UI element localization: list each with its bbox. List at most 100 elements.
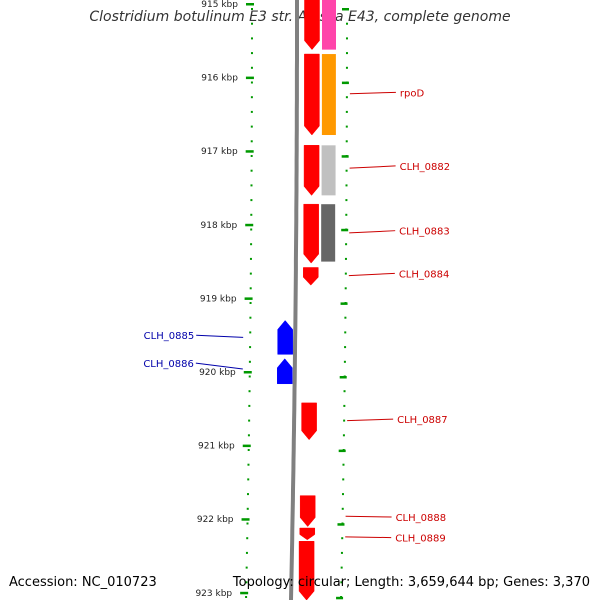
left-dotted-guide-dot — [250, 22, 253, 25]
accession-text: Accession: NC_010723 — [9, 575, 157, 590]
left-dotted-guide-dot — [248, 390, 251, 393]
forward-gene-arrow — [303, 203, 319, 264]
left-dotted-guide-dot — [247, 478, 250, 481]
right-dotted-guide-dot — [340, 566, 343, 569]
left-dotted-guide-dot — [250, 8, 253, 10]
backbone-line — [289, 0, 299, 600]
forward-gene-arrow — [299, 495, 316, 527]
right-dotted-guide-dot — [345, 184, 348, 187]
left-dotted-guide-dot — [249, 257, 252, 260]
gene-features — [277, 0, 320, 600]
tick-label: 915 kbp — [201, 0, 238, 10]
right-dotted-guide-dot — [344, 272, 347, 275]
tick-mark-right — [339, 376, 347, 379]
right-dotted-guide-dot — [342, 463, 345, 466]
left-dotted-guide-dot — [250, 110, 253, 113]
right-dotted-guide-dot — [345, 140, 348, 143]
right-dotted-guide-dot — [340, 581, 343, 584]
gene-label: rpoD — [400, 88, 425, 99]
tick-mark — [244, 297, 253, 300]
genome-summary-text: Topology: circular; Length: 3,659,644 bp… — [232, 575, 590, 590]
left-dotted-guide-dot — [250, 243, 253, 246]
left-dotted-guide-dot — [245, 566, 248, 569]
gene-label: CLH_0884 — [399, 269, 450, 280]
label-leader-line — [195, 362, 243, 370]
tick-mark — [245, 150, 254, 153]
forward-gene-arrow — [304, 53, 320, 136]
right-dotted-guide-dot — [344, 331, 347, 334]
left-dotted-guide-dot — [250, 52, 253, 55]
left-dotted-guide-dot — [246, 537, 249, 540]
ortholog-bar — [321, 204, 336, 262]
left-dotted-guide-dot — [245, 596, 248, 598]
right-dotted-guide-dot — [345, 213, 348, 216]
tick-mark-right — [341, 228, 349, 232]
forward-gene-arrow — [298, 541, 315, 600]
tick-mark — [243, 371, 252, 374]
tick-label: 922 kbp — [197, 515, 234, 525]
right-dotted-guide-dot — [342, 434, 345, 437]
left-dotted-guide-dot — [248, 375, 251, 378]
forward-gene-arrow — [304, 0, 320, 51]
left-dotted-guide-dot — [249, 272, 252, 275]
tick-label: 923 kbp — [195, 589, 232, 599]
tick-mark-right — [341, 155, 349, 158]
left-dotted-guide-dot — [250, 140, 253, 143]
left-dotted-guide-dot — [250, 125, 253, 128]
left-dotted-guide-dot — [250, 184, 253, 187]
left-dotted-guide-dot — [248, 404, 251, 407]
left-dotted-guide-dot — [250, 66, 253, 69]
right-dotted-guide-dot — [345, 66, 348, 69]
right-dotted-guide-dot — [345, 96, 348, 99]
right-dotted-guide-dot — [345, 110, 348, 113]
left-dotted-guide-dot — [246, 507, 249, 510]
left-dotted-guide-dot — [250, 81, 253, 84]
left-dotted-guide-dot — [250, 199, 253, 202]
left-dotted-guide-dot — [247, 463, 250, 466]
right-dotted-guide-dot — [341, 493, 344, 496]
right-dotted-guide-dot — [340, 551, 343, 554]
right-dotted-guide-dot — [341, 507, 344, 510]
label-leader-line — [196, 334, 244, 338]
tick-mark — [245, 223, 254, 227]
right-dotted-guide-dot — [345, 243, 348, 246]
gene-label: CLH_0885 — [144, 331, 195, 342]
forward-gene-arrow — [301, 402, 317, 441]
left-dotted-guide-dot — [249, 346, 252, 349]
right-dotted-guide-dot — [345, 52, 348, 55]
label-leader-line — [348, 272, 395, 277]
tick-label: 920 kbp — [199, 368, 236, 378]
gene-labels: rpoD CLH_0882 CLH_0883 CLH_0884 CLH_0885 CLH_… — [143, 88, 450, 544]
tick-mark — [241, 518, 250, 521]
gene-label: CLH_0883 — [399, 227, 450, 238]
right-dotted-guide-dot — [344, 287, 347, 290]
tick-mark — [242, 444, 251, 448]
reverse-gene-arrow — [277, 358, 293, 385]
right-dotted-guide-dot — [342, 478, 345, 481]
tick-label: 918 kbp — [201, 221, 238, 231]
right-dotted-guide-dot — [345, 37, 348, 40]
forward-gene-arrow — [303, 145, 320, 196]
tick-mark-right — [338, 449, 346, 453]
tick-mark-right — [337, 523, 345, 526]
backbone-track — [289, 0, 299, 600]
label-leader-line — [345, 515, 392, 518]
gene-label: CLH_0882 — [400, 162, 451, 173]
right-dotted-guide-dot — [345, 125, 348, 128]
right-dotted-guide-dot — [343, 419, 346, 422]
label-leader-line — [347, 418, 394, 422]
tick-mark — [245, 3, 254, 6]
reverse-gene-arrow — [277, 320, 293, 355]
tick-label: 917 kbp — [201, 147, 238, 157]
tick-mark-right — [340, 302, 348, 305]
gene-label: CLH_0886 — [143, 359, 194, 370]
left-dotted-guide-dot — [250, 228, 253, 231]
tick-mark — [240, 591, 249, 595]
label-leader-line — [349, 165, 396, 169]
left-dotted-guide-dot — [246, 522, 249, 525]
left-dotted-guide-dot — [245, 581, 248, 584]
ortholog-bar — [321, 145, 336, 196]
right-dotted-guide-dot — [345, 169, 348, 172]
tick-label: 921 kbp — [198, 442, 235, 452]
label-leader-line — [349, 91, 396, 95]
